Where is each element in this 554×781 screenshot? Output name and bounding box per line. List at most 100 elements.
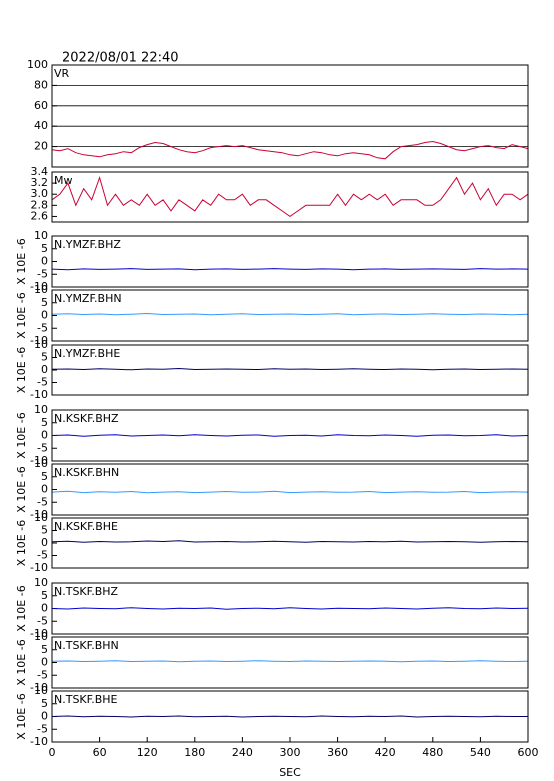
y-tick-label: 5 [41,351,48,364]
x-tick-label: 600 [518,746,539,759]
y-tick-label: -5 [37,549,48,562]
y-tick-label: 10 [34,283,48,296]
y-tick-label: -5 [37,722,48,735]
y-tick-label: 10 [34,511,48,524]
y-tick-label: 10 [34,630,48,643]
x-tick-label: 180 [184,746,205,759]
trace [51,607,529,610]
y-tick-label: 20 [34,140,48,153]
panel-label: N.YMZF.BHN [54,292,122,305]
trace [51,660,529,663]
y-tick-label: -10 [30,627,48,640]
panel-label: N.KSKF.BHN [54,466,119,479]
y-tick-label: -5 [37,668,48,681]
x-tick-label: 480 [422,746,443,759]
y-tick-label: 3.4 [31,165,49,178]
panel-label: VR [54,67,70,80]
y-axis-label: X 10E -6 [15,693,28,739]
panel-frame [51,582,529,635]
x-tick-label: 60 [93,746,107,759]
y-tick-label: 3.0 [31,187,49,200]
y-axis-label: X 10E -6 [15,347,28,393]
y-tick-label: 0 [41,363,48,376]
panel-frame [51,235,529,288]
y-tick-label: 0 [41,710,48,723]
panel-frame [51,409,529,462]
y-tick-label: 0 [41,536,48,549]
y-axis-label: X 10E -6 [15,639,28,685]
y-tick-label: 60 [34,99,48,112]
y-tick-label: -10 [30,280,48,293]
y-tick-label: 0 [41,656,48,669]
y-tick-label: -5 [37,321,48,334]
y-tick-label: 10 [34,576,48,589]
panel-label: N.TSKF.BHE [54,693,118,706]
trace [51,434,529,437]
y-tick-label: -10 [30,388,48,401]
y-tick-label: 5 [41,416,48,429]
y-tick-label: 10 [34,403,48,416]
panel-label: N.YMZF.BHZ [54,238,121,251]
trace [51,268,529,271]
y-tick-label: -5 [37,441,48,454]
y-axis-label: X 10E -6 [15,238,28,284]
trace [51,367,529,371]
y-tick-label: 5 [41,470,48,483]
panel-frame [51,636,529,689]
x-tick-label: 540 [470,746,491,759]
panel-frame [51,517,529,569]
y-tick-label: -10 [30,454,48,467]
y-tick-label: 5 [41,524,48,537]
panel-label: N.TSKF.BHN [54,639,119,652]
x-tick-label: 300 [280,746,301,759]
y-tick-label: -10 [30,561,48,574]
y-tick-label: 10 [34,457,48,470]
panel-frame [51,463,529,516]
y-tick-label: 5 [41,296,48,309]
y-tick-label: -10 [30,681,48,694]
y-tick-label: 0 [41,602,48,615]
y-tick-label: -5 [37,376,48,389]
panel-label: N.KSKF.BHZ [54,412,119,425]
x-tick-label: 420 [375,746,396,759]
panel-label: N.TSKF.BHZ [54,585,119,598]
y-tick-label: 80 [34,78,48,91]
y-axis-label: X 10E -6 [15,585,28,631]
y-tick-label: 5 [41,643,48,656]
y-axis-label: X 10E -6 [15,466,28,512]
panel-frame [51,171,529,223]
y-tick-label: 5 [41,242,48,255]
trace [51,540,529,543]
y-tick-label: 10 [34,229,48,242]
x-tick-label: 120 [137,746,158,759]
trace [51,312,529,316]
panel-label: N.YMZF.BHE [54,347,120,360]
y-tick-label: 0 [41,429,48,442]
panel-frame [51,289,529,342]
trace [51,715,528,718]
y-tick-label: 2.8 [31,198,49,211]
x-tick-label: 360 [327,746,348,759]
panel-frame [51,64,529,168]
panel-label: Mw [54,174,73,187]
y-tick-label: 10 [34,338,48,351]
trace [51,175,529,218]
y-tick-label: 40 [34,119,48,132]
y-tick-label: -10 [30,735,48,748]
y-tick-label: 10 [34,684,48,697]
y-axis-label: X 10E -6 [15,292,28,338]
y-tick-label: 0 [41,255,48,268]
y-tick-label: 3.2 [31,176,49,189]
y-tick-label: 2.6 [31,209,49,222]
x-axis-label: SEC [279,766,301,779]
x-tick-label: 240 [232,746,253,759]
trace [51,490,529,494]
y-tick-label: -5 [37,495,48,508]
y-tick-label: -10 [30,508,48,521]
y-tick-label: 0 [41,309,48,322]
chart-title: 2022/08/01 22:40 [62,51,179,66]
y-tick-label: 100 [27,58,48,71]
y-tick-label: -10 [30,334,48,347]
y-tick-label: -5 [37,614,48,627]
y-tick-label: 0 [41,483,48,496]
